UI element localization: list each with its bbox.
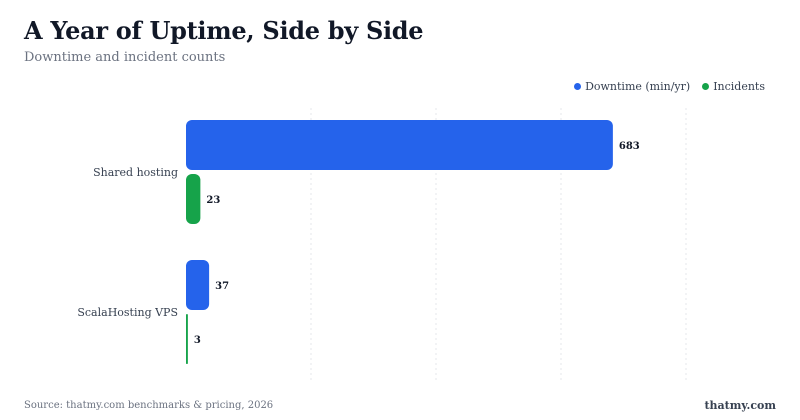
bar-downtime bbox=[186, 120, 613, 170]
brand-label: thatmy.com bbox=[704, 399, 776, 412]
data-label: 23 bbox=[206, 195, 220, 206]
bar-downtime bbox=[186, 260, 210, 310]
data-label: 3 bbox=[194, 335, 201, 346]
bar-incidents bbox=[186, 314, 188, 364]
legend-label-incidents: Incidents bbox=[713, 80, 765, 93]
legend-swatch-downtime bbox=[574, 83, 582, 90]
data-label: 683 bbox=[619, 141, 640, 152]
category-label: ScalaHosting VPS bbox=[77, 306, 178, 319]
chart-subtitle: Downtime and incident counts bbox=[24, 50, 226, 65]
chart-title: A Year of Uptime, Side by Side bbox=[24, 16, 424, 45]
category-label: Shared hosting bbox=[93, 166, 178, 179]
legend-item-incidents: Incidents bbox=[702, 80, 765, 93]
source-note: Source: thatmy.com benchmarks & pricing,… bbox=[24, 400, 274, 411]
bar-incidents bbox=[186, 174, 201, 224]
legend-label-downtime: Downtime (min/yr) bbox=[585, 80, 691, 93]
legend-swatch-incidents bbox=[702, 83, 710, 90]
data-label: 37 bbox=[215, 281, 229, 292]
legend: Downtime (min/yr) Incidents bbox=[574, 80, 765, 93]
legend-item-downtime: Downtime (min/yr) bbox=[574, 80, 690, 93]
